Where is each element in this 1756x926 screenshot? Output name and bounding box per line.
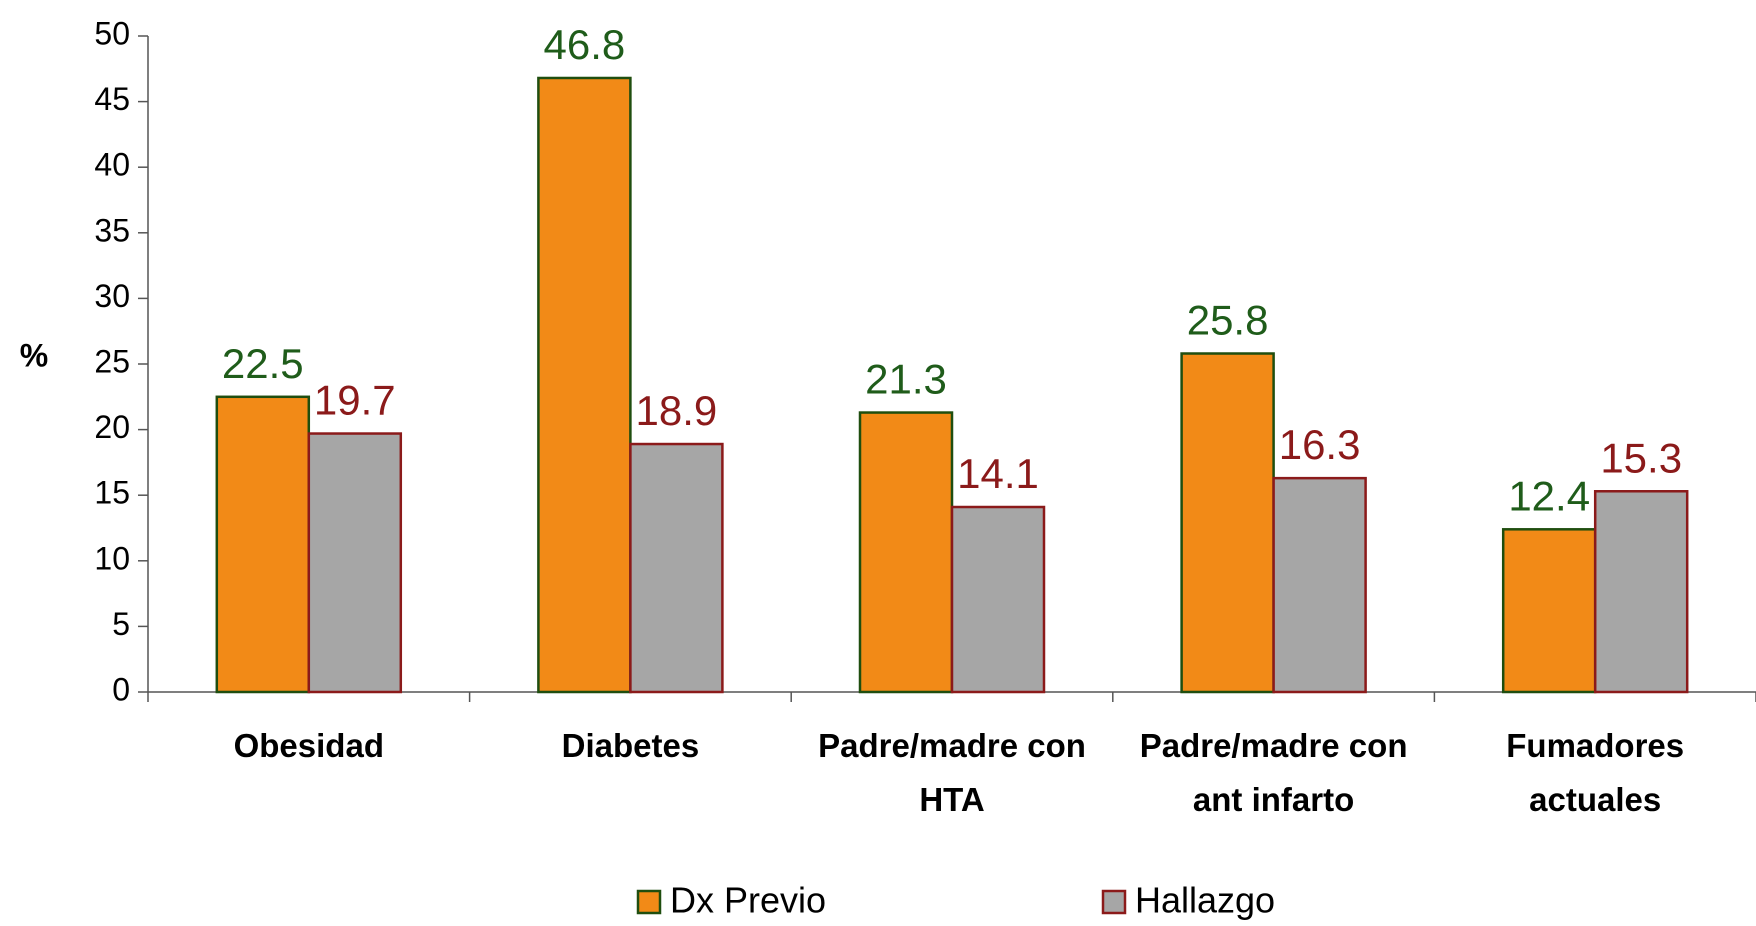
value-label: 12.4 — [1508, 472, 1590, 519]
bar — [1501, 528, 1597, 694]
y-tick-label: 10 — [94, 540, 130, 576]
y-tick-label: 15 — [94, 475, 130, 511]
legend-swatch — [1101, 889, 1127, 915]
value-label: 25.8 — [1187, 297, 1269, 344]
value-label: 19.7 — [314, 377, 396, 424]
bar — [858, 411, 954, 694]
bar — [215, 395, 311, 694]
value-label: 16.3 — [1279, 421, 1361, 468]
y-tick-label: 40 — [94, 147, 130, 183]
value-label: 14.1 — [957, 450, 1039, 497]
legend-label: Hallazgo — [1135, 880, 1275, 921]
y-tick-label: 25 — [94, 343, 130, 379]
value-label: 15.3 — [1600, 434, 1682, 481]
legend-swatch — [636, 889, 662, 915]
y-tick-label: 45 — [94, 81, 130, 117]
y-tick-label: 30 — [94, 278, 130, 314]
value-label: 46.8 — [544, 21, 626, 68]
y-axis-label: % — [20, 337, 48, 373]
bar — [537, 76, 632, 694]
bar — [950, 505, 1046, 694]
value-label: 18.9 — [636, 387, 718, 434]
x-tick-label: Obesidad — [234, 727, 384, 764]
x-tick-label: Padre/madre con HTA — [818, 727, 1086, 818]
x-tick-label: Padre/madre con ant infarto — [1140, 727, 1408, 818]
value-label: 21.3 — [865, 356, 947, 403]
y-tick-label: 50 — [94, 15, 130, 51]
x-tick-label: Diabetes — [562, 727, 700, 764]
y-tick-label: 0 — [112, 671, 130, 707]
bar — [1593, 490, 1689, 694]
y-tick-label: 5 — [112, 606, 130, 642]
bar — [307, 432, 403, 694]
value-label: 22.5 — [222, 340, 304, 387]
legend-label: Dx Previo — [670, 880, 826, 921]
bar — [1272, 476, 1367, 694]
bar — [1180, 352, 1275, 694]
bar — [629, 442, 724, 694]
y-tick-label: 35 — [94, 212, 130, 248]
y-tick-label: 20 — [94, 409, 130, 445]
x-tick-label: Fumadores actuales — [1506, 727, 1684, 818]
